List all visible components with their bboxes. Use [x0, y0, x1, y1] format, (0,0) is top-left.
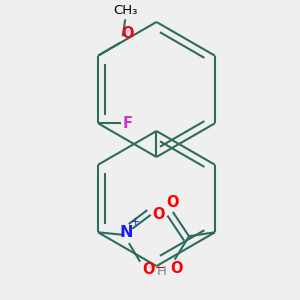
- Text: O: O: [153, 207, 165, 222]
- Text: +: +: [131, 217, 140, 227]
- Text: O: O: [142, 262, 155, 277]
- Text: O: O: [122, 26, 134, 41]
- Text: O: O: [166, 195, 178, 210]
- Text: −: −: [155, 262, 166, 275]
- Text: O: O: [170, 261, 182, 276]
- Text: N: N: [120, 225, 133, 240]
- Text: CH₃: CH₃: [113, 4, 137, 17]
- Text: H: H: [157, 265, 167, 278]
- Text: F: F: [123, 116, 133, 131]
